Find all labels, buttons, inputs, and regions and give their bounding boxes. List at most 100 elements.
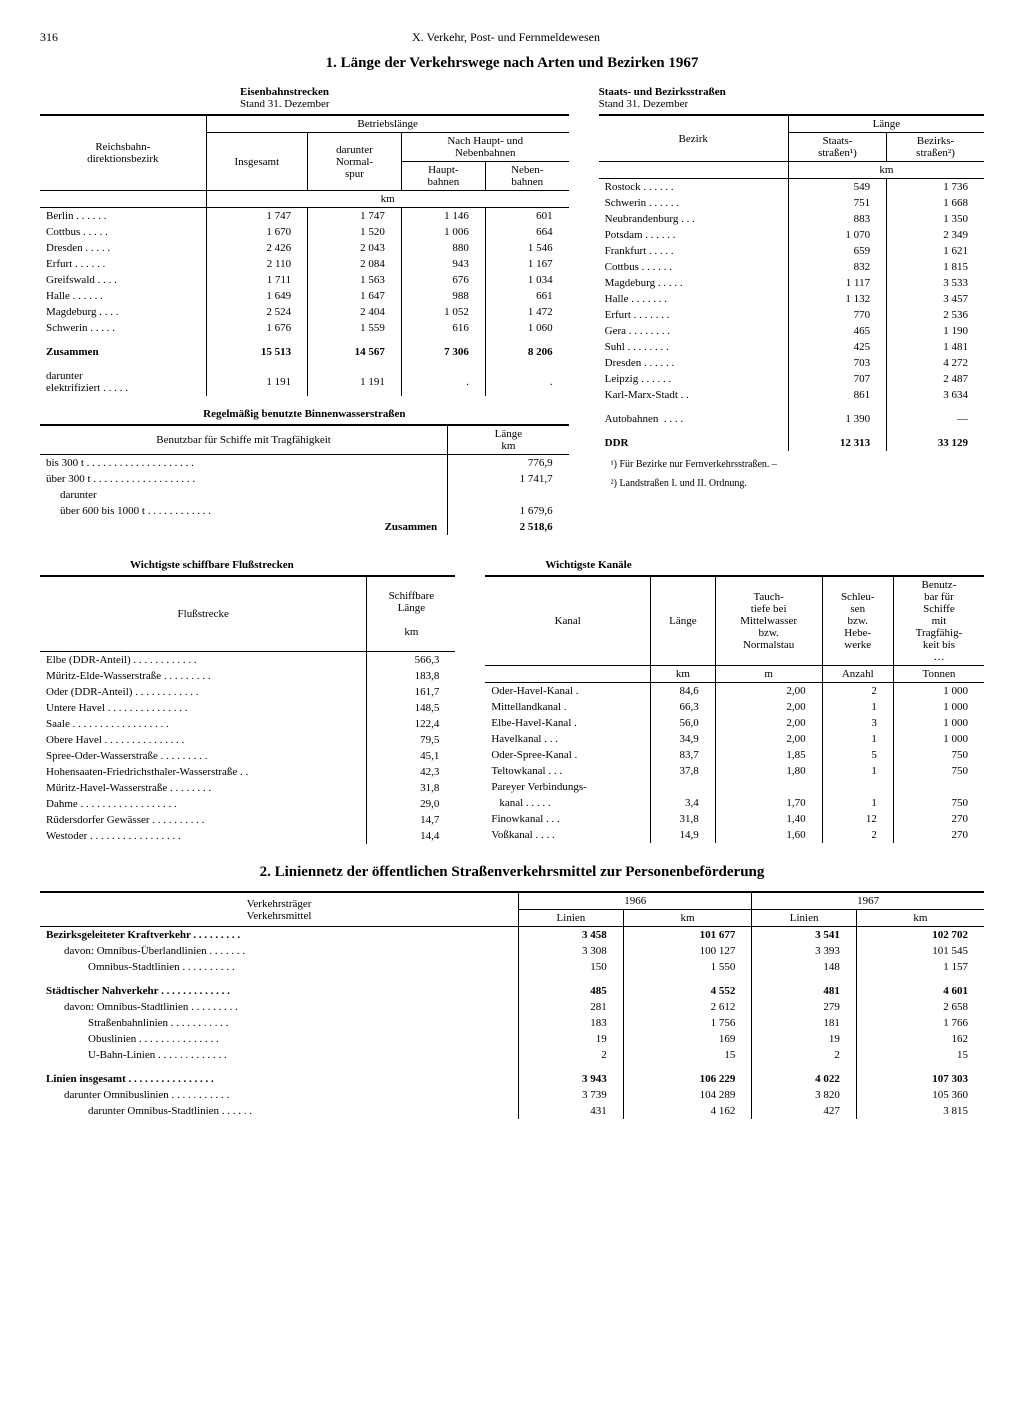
table-row: Leipzig . . . . . . 7072 487 [599,371,984,387]
table-row: Schwerin . . . . . . 7511 668 [599,195,984,211]
table-row: Erfurt . . . . . . 2 1102 0849431 167 [40,256,569,272]
canals-col-name: Kanal [485,576,650,666]
roads-table: Bezirk Länge Staats- straßen¹) Bezirks- … [599,114,984,451]
table-row: Neubrandenburg . . . 8831 350 [599,211,984,227]
lines-table: Verkehrsträger Verkehrsmittel 1966 1967 … [40,891,984,1119]
table-row: Berlin . . . . . . 1 7471 7471 146601 [40,208,569,225]
table-row: Suhl . . . . . . . . 4251 481 [599,339,984,355]
table-row: Oder-Havel-Kanal . 84,62,0021 000 [485,683,984,700]
table-row: darunter Omnibus-Stadtlinien . . . . . .… [40,1103,984,1119]
rail-col-haupt: Haupt- bahnen [401,162,485,191]
table-row: Halle . . . . . . . 1 1323 457 [599,291,984,307]
roads-col-b: Bezirks- straßen²) [887,133,984,162]
table-row: Bezirksgeleiteter Kraftverkehr . . . . .… [40,927,984,944]
canals-col-depth: Tauch- tiefe bei Mittelwasser bzw. Norma… [715,576,822,666]
table-row: Rüdersdorfer Gewässer . . . . . . . . . … [40,812,455,828]
table-row: kanal . . . . . 3,41,701750 [485,795,984,811]
table-row: Schwerin . . . . . 1 6761 5596161 060 [40,320,569,336]
table-row: darunter [40,487,569,503]
table-row: Hohensaaten-Friedrichsthaler-Wasserstraß… [40,764,455,780]
table-row: Untere Havel . . . . . . . . . . . . . .… [40,700,455,716]
table-row: Rostock . . . . . . 5491 736 [599,179,984,196]
table-row: Spree-Oder-Wasserstraße . . . . . . . . … [40,748,455,764]
table-row: Omnibus-Stadtlinien . . . . . . . . . . … [40,959,984,975]
table-row: Erfurt . . . . . . . 7702 536 [599,307,984,323]
roads-col-bezirk: Bezirk [599,115,789,162]
canals-col-len: Länge [651,576,716,666]
table-row: Müritz-Havel-Wasserstraße . . . . . . . … [40,780,455,796]
canals-u-anz: Anzahl [822,666,893,683]
heading-2: 2. Liniennetz der öffentlichen Straßenve… [40,864,984,881]
table-row: Dresden . . . . . 2 4262 0438801 546 [40,240,569,256]
table-row: Müritz-Elde-Wasserstraße . . . . . . . .… [40,668,455,684]
table-row: Oder-Spree-Kanal . 83,71,855750 [485,747,984,763]
ww-col-desc: Benutzbar für Schiffe mit Tragfähigkeit [40,425,448,455]
table-row: Linien insgesamt . . . . . . . . . . . .… [40,1071,984,1087]
table-row: Gera . . . . . . . . 4651 190 [599,323,984,339]
table-row: Greifswald . . . . 1 7111 5636761 034 [40,272,569,288]
table-row: Dahme . . . . . . . . . . . . . . . . . … [40,796,455,812]
canals-title: Wichtigste Kanäle [485,559,984,571]
lines-c2: km [623,910,752,927]
table-row: Elbe-Havel-Kanal . 56,02,0031 000 [485,715,984,731]
lines-y2: 1967 [752,892,984,910]
table-row: Karl-Marx-Stadt . . 8613 634 [599,387,984,403]
rail-unit: km [206,191,568,208]
roads-fn1: ¹) Für Bezirke nur Fernverkehrsstraßen. … [599,459,984,470]
table-row: davon: Omnibus-Überlandlinien . . . . . … [40,943,984,959]
lines-c1: Linien [519,910,624,927]
table-row: Voßkanal . . . . 14,91,602270 [485,827,984,843]
table-row: bis 300 t . . . . . . . . . . . . . . . … [40,455,569,472]
table-row: Westoder . . . . . . . . . . . . . . . .… [40,828,455,844]
table-row: DDR12 31333 129 [599,435,984,451]
rail-stand: Stand 31. Dezember [240,98,569,110]
table-row: Cottbus . . . . . 1 6701 5201 006664 [40,224,569,240]
table-row: Straßenbahnlinien . . . . . . . . . . . … [40,1015,984,1031]
rail-col-total: Insgesamt [206,133,307,191]
table-row: über 600 bis 1000 t . . . . . . . . . . … [40,503,569,519]
table-row: Städtischer Nahverkehr . . . . . . . . .… [40,983,984,999]
lines-y1: 1966 [519,892,752,910]
roads-col-a: Staats- straßen¹) [788,133,886,162]
table-row: U-Bahn-Linien . . . . . . . . . . . . . … [40,1047,984,1063]
canals-table: Kanal Länge Tauch- tiefe bei Mittelwasse… [485,575,984,843]
table-row: Dresden . . . . . . 7034 272 [599,355,984,371]
rivers-col-name: Flußstrecke [40,576,367,652]
roads-title: Staats- und Bezirksstraßen [599,86,984,98]
rail-title: Eisenbahnstrecken [240,86,569,98]
rail-col-region: Reichsbahn- direktionsbezirk [40,115,206,191]
table-row: Cottbus . . . . . . 8321 815 [599,259,984,275]
table-row: darunterelektrifiziert . . . . .1 1911 1… [40,368,569,396]
rivers-col-len: Schiffbare Länge km [367,576,455,652]
heading-1: 1. Länge der Verkehrswege nach Arten und… [40,55,984,72]
lines-c3: Linien [752,910,857,927]
table-row: Potsdam . . . . . . 1 0702 349 [599,227,984,243]
table-row: Oder (DDR-Anteil) . . . . . . . . . . . … [40,684,455,700]
roads-fn2: ²) Landstraßen I. und II. Ordnung. [599,478,984,489]
canals-u-m: m [715,666,822,683]
table-row: Zusammen15 51314 5677 3068 206 [40,344,569,360]
roads-col-laenge: Länge [788,115,984,133]
page-header: 316 X. Verkehr, Post- und Fernmeldewesen [40,30,984,45]
waterways-table: Benutzbar für Schiffe mit Tragfähigkeit … [40,424,569,535]
table-row: Havelkanal . . . 34,92,0011 000 [485,731,984,747]
lines-col-carrier: Verkehrsträger Verkehrsmittel [40,892,519,927]
canals-u-km: km [651,666,716,683]
chapter-title: X. Verkehr, Post- und Fernmeldewesen [412,30,600,45]
table-row: über 300 t . . . . . . . . . . . . . . .… [40,471,569,487]
table-row: Halle . . . . . . 1 6491 647988661 [40,288,569,304]
table-row: Autobahnen . . . .1 390— [599,411,984,427]
rail-col-hn: Nach Haupt- und Nebenbahnen [401,133,568,162]
canals-u-t: Tonnen [893,666,984,683]
table-row: Obuslinien . . . . . . . . . . . . . . .… [40,1031,984,1047]
waterways-title: Regelmäßig benutzte Binnenwasserstraßen [40,408,569,420]
ww-col-len: Länge km [448,425,569,455]
table-row: Pareyer Verbindungs- [485,779,984,795]
table-row: Obere Havel . . . . . . . . . . . . . . … [40,732,455,748]
rail-table: Reichsbahn- direktionsbezirk Betriebslän… [40,114,569,396]
table-row: davon: Omnibus-Stadtlinien . . . . . . .… [40,999,984,1015]
canals-col-cap: Benutz- bar für Schiffe mit Tragfähig- k… [893,576,984,666]
table-row: Frankfurt . . . . . 6591 621 [599,243,984,259]
table-row: Elbe (DDR-Anteil) . . . . . . . . . . . … [40,652,455,669]
rivers-title: Wichtigste schiffbare Flußstrecken [40,559,455,571]
